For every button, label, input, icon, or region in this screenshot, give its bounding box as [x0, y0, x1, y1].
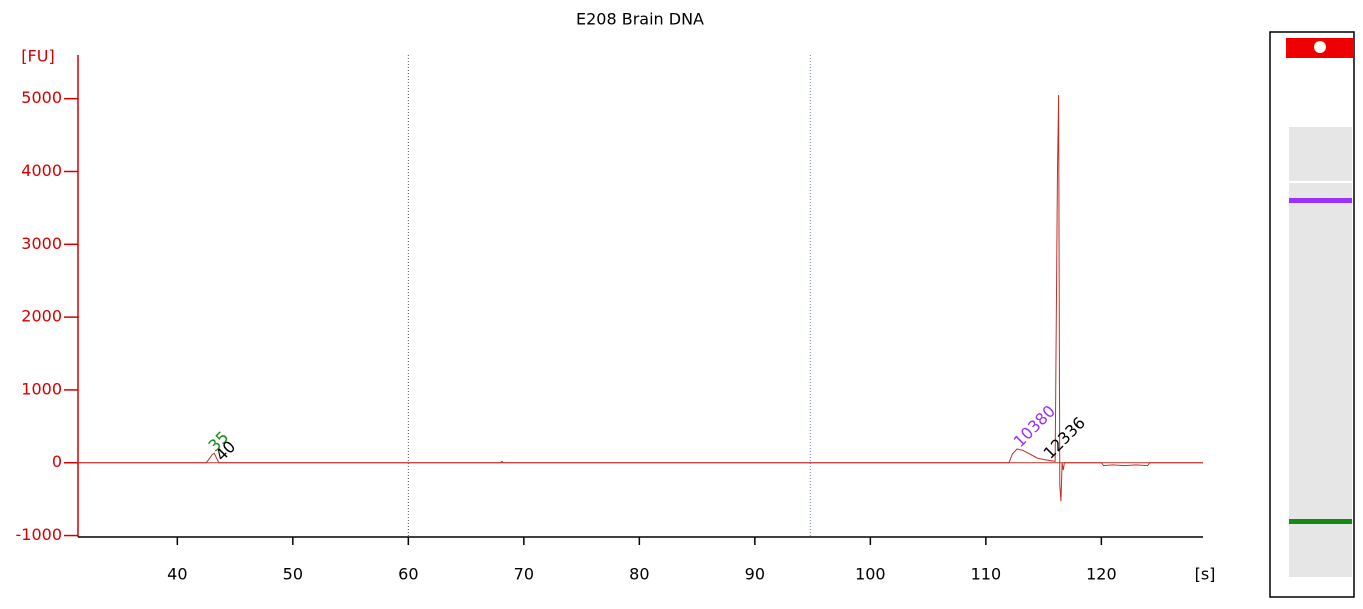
y-tick-label: -1000: [16, 525, 63, 544]
y-tick-label: 1000: [21, 379, 62, 398]
x-axis-label: [s]: [1195, 565, 1216, 584]
x-tick-label: 120: [1086, 565, 1117, 584]
x-tick-label: 50: [283, 565, 303, 584]
y-tick-label: 0: [52, 452, 62, 471]
x-tick-label: 110: [971, 565, 1002, 584]
y-tick-label: 4000: [21, 161, 62, 180]
y-tick-label: 5000: [21, 88, 62, 107]
x-tick-label: 60: [398, 565, 418, 584]
y-tick-label: 2000: [21, 307, 62, 326]
y-tick-label: 3000: [21, 234, 62, 253]
chart-title: E208 Brain DNA: [576, 10, 704, 29]
x-tick-label: 100: [855, 565, 886, 584]
x-tick-label: 80: [629, 565, 649, 584]
lane-band: [1289, 519, 1352, 524]
x-tick-label: 90: [745, 565, 765, 584]
lane-band: [1289, 198, 1352, 203]
lane-icon: [1314, 41, 1326, 53]
x-tick-label: 70: [514, 565, 534, 584]
lane-body: [1289, 127, 1352, 577]
x-tick-label: 40: [167, 565, 187, 584]
trace: [79, 95, 1203, 502]
y-axis-label: [FU]: [21, 47, 54, 66]
gel-lane: [1269, 31, 1355, 598]
